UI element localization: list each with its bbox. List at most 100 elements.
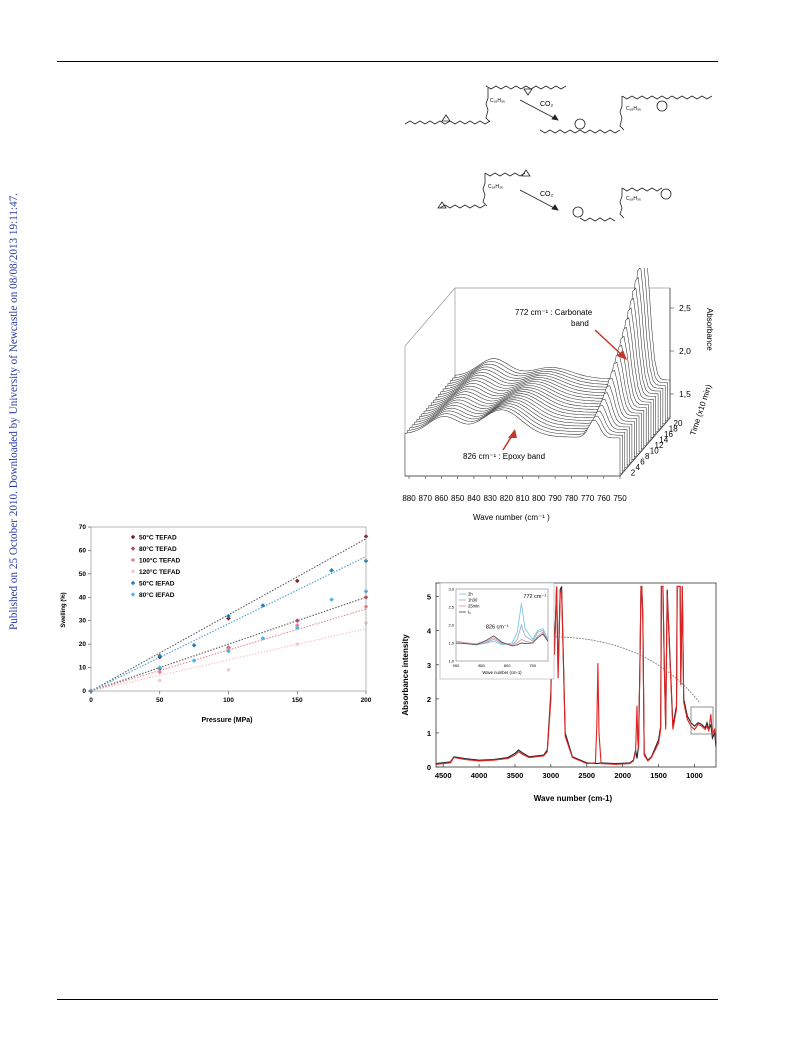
ftir-plot-frame [435, 582, 717, 768]
swelling-legend-marker [130, 557, 136, 563]
swelling-data-point [157, 665, 163, 670]
ftir-x-tick-label: 3500 [507, 771, 524, 780]
swelling-data-point [226, 648, 231, 654]
scheme-top-product-carbonate-right [656, 100, 668, 112]
ftir-inset-frame [455, 588, 549, 662]
waterfall-t-tick-label: 14 [659, 435, 668, 444]
waterfall-z-tick-label: 2,0 [679, 346, 691, 356]
scheme-bottom-arrow [519, 189, 559, 211]
waterfall-taxis [619, 417, 671, 477]
ftir-y-tick-label: 3 [427, 661, 431, 670]
swelling-data-point [294, 578, 300, 584]
scheme-bottom-product-upper-chain [621, 187, 663, 192]
swelling-data-point [157, 653, 163, 659]
swelling-fit-line [90, 596, 367, 692]
ftir-inset-legend-label: 1h30 [468, 598, 478, 603]
ftir-inset-annotation-772: 772 cm⁻¹ [523, 594, 546, 600]
scheme-top-epoxide-left [441, 114, 451, 122]
swelling-y-tick-label: 50 [79, 571, 87, 578]
swelling-data-point [226, 667, 231, 673]
swelling-data-point [157, 669, 163, 675]
swelling-x-tick-label: 0 [89, 697, 93, 704]
scheme-top-product-branch [619, 96, 625, 131]
swelling-data-point [294, 618, 300, 624]
waterfall-x-tick-label: 760 [597, 494, 611, 503]
waterfall-t-tick-label: 6 [640, 457, 645, 466]
scheme-bottom-epoxide-left [437, 201, 447, 209]
waterfall-t-tick-label: 18 [669, 424, 678, 433]
swelling-x-axis-label: Pressure (MPa) [202, 717, 253, 724]
ftir-inset-x-tick-label: 900 [453, 663, 460, 668]
ftir-spectrum-chart: 4500 4000 3500 3000 2500 2000 1500 1000 0 1 2 3 4 5 9… [401, 582, 717, 803]
waterfall-x-label: Wave number (cm⁻¹ ) [473, 513, 550, 522]
waterfall-x-ticks: 880 870 860 850 840 830 820 810 800 790 780 770 760 7… [402, 476, 627, 503]
waterfall-traces [404, 268, 671, 477]
header-rule [57, 61, 718, 62]
swelling-data-point [329, 597, 334, 602]
ftir-x-tick-label: 1500 [650, 771, 667, 780]
swelling-y-tick-label: 0 [82, 688, 86, 695]
swelling-data-point [191, 658, 197, 663]
waterfall-x-tick-label: 810 [516, 494, 530, 503]
waterfall-figure: 880 870 860 850 840 830 820 810 800 790 780 770 760 7… [402, 268, 714, 522]
zoom-region-box [690, 706, 714, 735]
swelling-legend-label: 80°C TEFAD [139, 545, 177, 553]
scheme-bottom-branch [482, 173, 488, 207]
publication-sidebar-note: Published on 25 October 2010. Downloaded… [8, 150, 24, 630]
waterfall-z-tick-label: 2,5 [679, 303, 691, 313]
ftir-inset-x-tick-label: 800 [504, 663, 511, 668]
swelling-legend-label: 50°C IEFAD [139, 579, 175, 587]
scheme-top-upper-chain [485, 85, 567, 90]
annotation-carbonate-arrow [594, 329, 624, 357]
swelling-x-tick-label: 150 [292, 697, 303, 704]
scheme-bottom-arrowhead [551, 204, 559, 211]
waterfall-z-ticks: 1,5 2,0 2,5 [670, 303, 691, 399]
ftir-inset-series-25min [455, 631, 549, 646]
swelling-y-tick-label: 40 [79, 594, 87, 601]
waterfall-t-tick-label: 4 [636, 463, 641, 472]
waterfall-x-tick-label: 880 [402, 494, 416, 503]
waterfall-x-tick-label: 770 [581, 494, 595, 503]
ftir-x-tick-label: 4500 [435, 771, 452, 780]
ftir-inset-x-label: Wave number (cm-1) [482, 670, 522, 675]
swelling-y-tick-label: 60 [79, 547, 87, 554]
swelling-x-tick-label: 100 [223, 697, 234, 704]
swelling-x-tick-label: 50 [156, 697, 164, 704]
ftir-x-axis-label: Wave number (cm-1) [534, 794, 613, 803]
scheme-top-product-upper-chain [621, 95, 713, 100]
ftir-inset-legend-label: t₀ [468, 610, 471, 615]
waterfall-x-tick-label: 840 [467, 494, 481, 503]
ftir-series-red [435, 585, 717, 765]
swelling-data-point [294, 625, 300, 631]
swelling-data-point [294, 623, 300, 628]
swelling-legend-label: 80°C IEFAD [139, 591, 175, 599]
scheme-bottom-product-chain [579, 217, 616, 222]
ftir-inset-series-t0 [455, 633, 549, 647]
waterfall-x-tick-label: 790 [548, 494, 562, 503]
waterfall-x-tick-label: 860 [435, 494, 449, 503]
waterfall-t-tick-label: 20 [674, 419, 683, 428]
annotation-carbonate-arrowhead [617, 350, 627, 360]
ftir-inset-y-tick-label: 3,0 [448, 587, 454, 592]
annotation-carbonate-line1: 772 cm⁻¹ : Carbonate [515, 308, 593, 317]
ftir-x-tick-label: 3000 [543, 771, 560, 780]
swelling-y-tick-label: 70 [79, 524, 87, 531]
ftir-inset-y-tick-label: 2,5 [448, 605, 454, 610]
waterfall-x-tick-label: 750 [613, 494, 627, 503]
scheme-top-arrowhead [551, 114, 559, 121]
scheme-bottom-product-carbonate-right [660, 188, 672, 200]
swelling-data-point [226, 616, 231, 621]
waterfall-t-label: Time (x10 min) [688, 383, 713, 437]
ftir-y-tick-label: 1 [427, 729, 431, 738]
reaction-scheme: CO₂ CO₂ C₁₈H₃₆ C₁₈H₃₆ C₁₈H₃₆ C₁₈H₃₆ [404, 85, 713, 222]
swelling-legend-marker [130, 592, 136, 597]
swelling-data-point [329, 568, 334, 573]
ftir-inset-annotation-826: 826 cm⁻¹ [486, 625, 509, 631]
ftir-y-axis-label: Absorbance intensity [401, 634, 410, 716]
ftir-y-tick-label: 2 [427, 695, 431, 704]
waterfall-top-left [404, 287, 456, 347]
scheme-chain-label-2: C₁₈H₃₆ [626, 106, 641, 112]
scheme-top-branch [485, 88, 491, 123]
waterfall-x-tick-label: 820 [500, 494, 514, 503]
swelling-legend-marker [130, 580, 136, 586]
